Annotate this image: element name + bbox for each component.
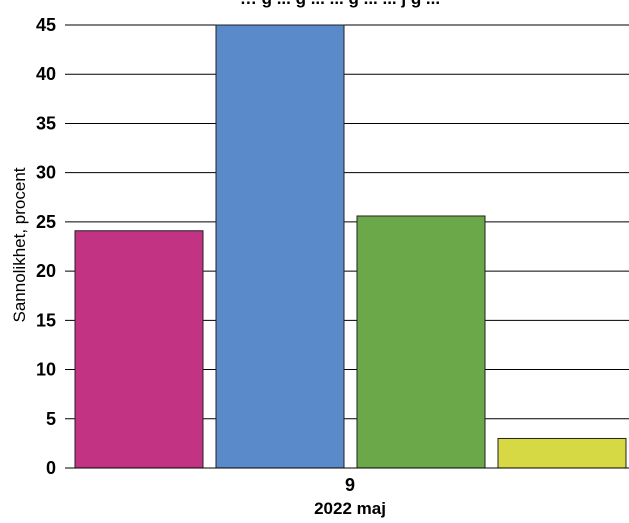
x-category-label: 9 bbox=[345, 475, 355, 495]
bar-4 bbox=[497, 437, 627, 469]
y-tick-label: 25 bbox=[36, 212, 56, 232]
y-tick-label: 5 bbox=[46, 409, 56, 429]
y-tick-label: 20 bbox=[36, 261, 56, 281]
bars bbox=[74, 24, 627, 469]
y-tick-label: 45 bbox=[36, 15, 56, 35]
bar-1 bbox=[74, 230, 204, 469]
y-axis-ticks: 0 5 10 15 20 25 30 35 40 45 bbox=[36, 15, 56, 478]
y-axis-title: Sannolikhet, procent bbox=[10, 167, 29, 322]
y-tick-label: 0 bbox=[46, 458, 56, 478]
y-tick-label: 40 bbox=[36, 64, 56, 84]
y-tick-label: 10 bbox=[36, 360, 56, 380]
chart-title: … g ... g ... ... g ... ... j g ... bbox=[240, 0, 440, 8]
x-axis-title: 2022 maj bbox=[314, 499, 386, 518]
y-tick-label: 15 bbox=[36, 310, 56, 330]
bar-3 bbox=[356, 215, 486, 469]
y-tick-label: 35 bbox=[36, 113, 56, 133]
bar-2 bbox=[215, 24, 345, 469]
y-tick-label: 30 bbox=[36, 163, 56, 183]
